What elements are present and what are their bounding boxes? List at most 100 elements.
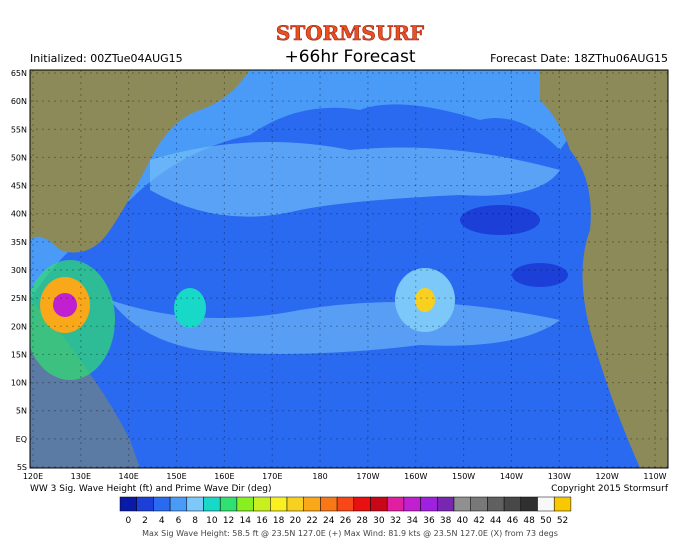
lon-label: 170W [356,472,379,481]
scale-label: 38 [440,516,452,526]
lon-label: 160E [214,472,234,481]
land [540,70,668,468]
lon-label: 140W [500,472,523,481]
lon-label: 160W [404,472,427,481]
lat-label: 40N [11,210,27,219]
scale-label: 36 [423,516,435,526]
scale-swatch [336,496,355,512]
scale-swatch [169,496,188,512]
scale-label: 52 [557,516,568,526]
scale-swatch [270,496,288,512]
lon-label: 170E [262,472,282,481]
scale-swatch [487,496,505,512]
scale-label: 0 [125,516,131,526]
lat-label: 10N [11,379,27,388]
scale-label: 16 [256,516,268,526]
caption-left: WW 3 Sig. Wave Height (ft) and Prime Wav… [30,484,271,494]
calm-area [512,263,568,287]
scale-swatch [253,496,271,512]
scale-label: 6 [176,516,182,526]
scale-label: 42 [473,516,484,526]
land [30,70,250,253]
lon-label: 150W [452,472,475,481]
scale-label: 28 [356,516,368,526]
wave-band [30,70,668,300]
scale-label: 50 [540,516,552,526]
initialized: Initialized: 00ZTue04AUG15 [30,52,183,65]
lat-label: 35N [11,238,27,247]
storm [174,288,206,328]
lon-label: 120E [23,472,43,481]
scale-label: 18 [273,516,285,526]
scale-label: 8 [192,516,198,526]
lat-label: EQ [16,435,27,444]
scale-swatch [353,496,371,512]
scale-label: 14 [240,516,252,526]
scale-label: 24 [323,516,335,526]
scale-label: 20 [290,516,302,526]
scale-label: 10 [206,516,218,526]
calm-area [460,205,540,235]
scale-swatch [370,496,388,512]
scale-swatch [537,496,555,512]
lon-label: 130W [548,472,571,481]
scale-swatch [453,496,471,512]
scale-label: 2 [142,516,148,526]
scale-swatch [520,496,538,512]
lat-label: 60N [11,97,27,106]
scale-swatch [219,496,238,512]
lat-label: 20N [11,322,27,331]
lon-label: 130E [71,472,91,481]
scale-label: 30 [373,516,385,526]
map-frame [29,69,669,469]
lon-label: 110W [643,472,666,481]
scale-swatch [470,496,488,512]
scale-swatch [236,496,254,512]
scale-label: 46 [507,516,519,526]
scale-swatch [119,496,137,512]
scale-label: 34 [407,516,419,526]
lon-label: 140E [119,472,139,481]
scale-swatch [303,496,321,512]
scale-label: 44 [490,516,502,526]
lat-label: 5S [17,463,27,472]
lon-label: 180 [312,472,327,481]
lat-label: 65N [11,69,27,78]
title: +66hr Forecast [285,47,416,67]
lat-label: 5N [16,407,27,416]
scale-label: 22 [306,516,317,526]
scale-label: 40 [457,516,469,526]
lat-label: 15N [11,350,27,359]
scale-swatch [403,496,421,512]
caption-right: Copyright 2015 Stormsurf [551,484,669,494]
footer: Max Sig Wave Height: 58.5 ft @ 23.5N 127… [142,529,558,538]
map: 65N 60N 55N 50N 45N 40N 35N 30N 25N 20N 15N 10N 5N EQ… [11,69,669,481]
lat-label: 50N [11,153,27,162]
scale-swatch [136,496,154,512]
brand: STORMSURF [276,21,424,45]
scale-label: 26 [340,516,352,526]
lat-label: 45N [11,182,27,191]
lon-label: 150E [166,472,186,481]
forecast-date: Forecast Date: 18ZThu06AUG15 [490,52,668,65]
storm [53,293,77,317]
scale-swatch [386,496,405,512]
scale-swatch [503,496,522,512]
scale-swatch [153,496,171,512]
scale-swatch [286,496,304,512]
scale-swatch [420,496,438,512]
lat-label: 25N [11,294,27,303]
scale-label: 32 [390,516,401,526]
scale-swatch [186,496,204,512]
scale-swatch [437,496,455,512]
scale-swatch [203,496,221,512]
wave-band [150,142,560,217]
lon-label: 120W [596,472,619,481]
scale-label: 48 [523,516,535,526]
lat-label: 30N [11,266,27,275]
scale-swatch [553,496,572,512]
scale-swatch [320,496,338,512]
scale-label: 12 [223,516,234,526]
scale-label: 4 [159,516,165,526]
